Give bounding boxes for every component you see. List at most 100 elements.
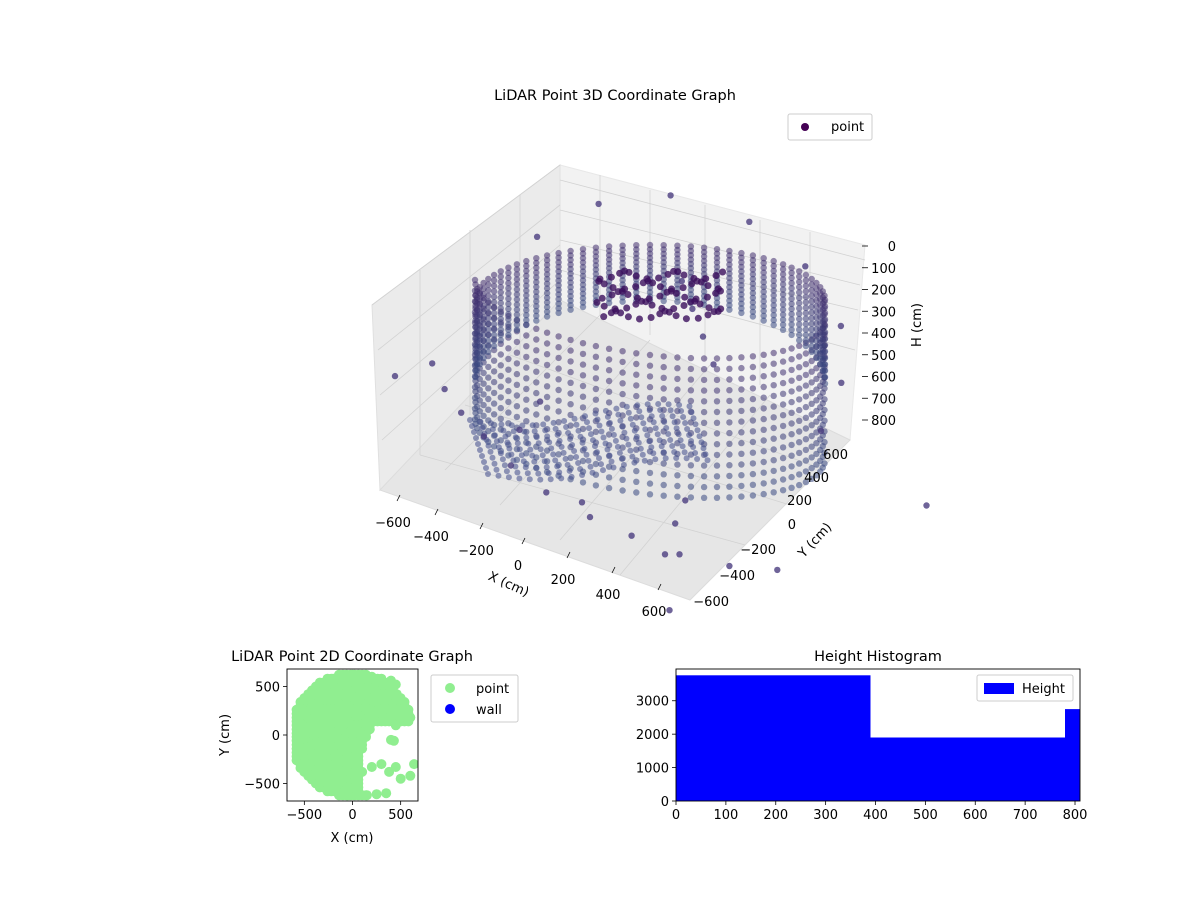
point-3d (588, 431, 594, 438)
point-3d (513, 413, 521, 421)
point-3d-outlier (837, 322, 845, 330)
point-3d (552, 457, 559, 464)
point-3d (592, 375, 600, 382)
z-axis-label-3d: H (cm) (910, 303, 925, 347)
point-3d (555, 309, 562, 317)
point-3d (796, 326, 803, 333)
legend-2d-point-label: point (476, 682, 509, 697)
point-3d (592, 410, 599, 417)
point-3d (605, 474, 613, 481)
point-3d (726, 293, 733, 300)
point-3d (523, 272, 530, 279)
point-3d (543, 361, 551, 369)
point-2d (337, 700, 348, 711)
point-3d (802, 337, 810, 344)
point-3d (696, 300, 704, 308)
point-3d (579, 439, 586, 446)
point-3d (652, 456, 659, 463)
point-3d (490, 443, 498, 450)
point-3d (555, 291, 562, 298)
point-3d (485, 406, 492, 413)
point-3d (505, 355, 512, 363)
point-3d (713, 441, 721, 448)
point-3d (543, 271, 551, 278)
point-3d (687, 365, 695, 373)
point-2d (409, 759, 418, 770)
point-3d (633, 489, 640, 496)
point-3d (490, 288, 498, 295)
point-2d (390, 762, 401, 772)
point-3d-outlier (667, 192, 674, 199)
point-3d (660, 353, 667, 360)
point-3d (513, 281, 521, 288)
point-3d (788, 311, 795, 318)
point-3d (646, 469, 654, 477)
point-3d (802, 304, 810, 311)
point-3d (658, 443, 665, 450)
point-3d (636, 315, 643, 323)
point-3d (796, 406, 803, 414)
point-3d (749, 353, 757, 360)
point-3d (760, 255, 767, 262)
point-3d (660, 396, 667, 403)
point-3d (497, 305, 504, 312)
point-3d (656, 310, 664, 318)
point-3d (579, 457, 587, 465)
point-3d (738, 375, 745, 382)
point-3d (513, 349, 521, 356)
point-3d (714, 307, 722, 315)
point-3d (471, 429, 477, 435)
point-3d (660, 492, 667, 499)
point-3d (637, 445, 644, 452)
point-3d (555, 295, 562, 303)
point-3d (788, 331, 795, 339)
point-3d (600, 313, 608, 321)
point-2d (352, 788, 363, 799)
point-3d (556, 469, 563, 476)
point-3d (698, 439, 705, 446)
point-3d (505, 274, 512, 282)
point-3d (655, 274, 663, 282)
point-3d (497, 450, 504, 457)
point-3d (567, 270, 574, 277)
point-2d (333, 788, 344, 799)
point-3d (770, 302, 777, 309)
point-3d (660, 385, 667, 392)
point-3d (592, 288, 600, 295)
point-3d (480, 343, 487, 350)
point-3d (533, 379, 540, 386)
y-tick-label-3d: 0 (788, 518, 796, 533)
point-3d (567, 302, 574, 309)
point-3d (567, 347, 574, 354)
point-3d (821, 373, 828, 381)
point-3d (788, 388, 795, 395)
point-3d (749, 374, 757, 381)
point-3d (533, 368, 540, 375)
point-3d (573, 421, 580, 428)
point-3d (726, 462, 733, 469)
point-3d (779, 291, 787, 298)
point-3d (547, 476, 554, 483)
point-3d (579, 268, 587, 275)
point-3d (487, 448, 494, 455)
point-3d (523, 332, 530, 339)
point-3d (485, 471, 491, 477)
point-3d (770, 287, 777, 294)
point-3d (726, 419, 733, 426)
point-3d (802, 331, 810, 339)
point-3d (713, 387, 721, 394)
point-3d (616, 449, 623, 456)
point-3d (646, 407, 653, 414)
point-3d (713, 430, 721, 437)
point-3d (523, 321, 530, 329)
point-3d (555, 344, 562, 351)
x-tick-3d (566, 551, 571, 559)
legend-3d-frame (787, 113, 873, 141)
point-3d (513, 276, 521, 283)
x-axis-label-3d: X (cm) (486, 569, 531, 600)
point-2d (371, 789, 382, 800)
point-3d (686, 403, 693, 410)
point-2d (318, 770, 329, 781)
point-3d (760, 469, 767, 476)
point-3d (554, 431, 561, 438)
